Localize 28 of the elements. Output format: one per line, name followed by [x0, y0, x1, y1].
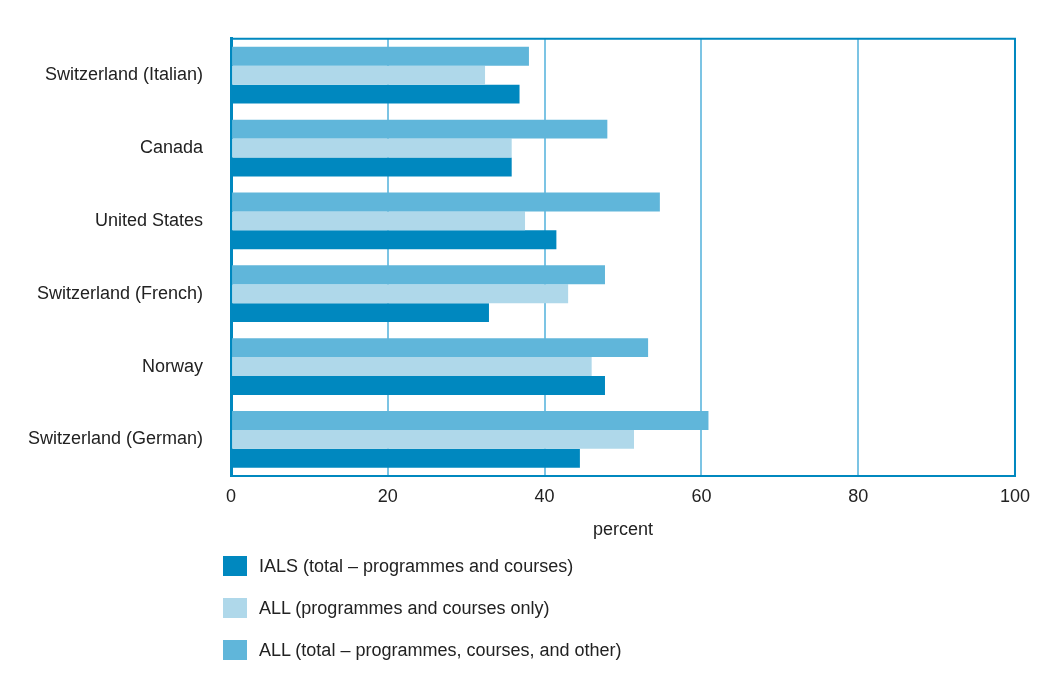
- bar: [232, 357, 592, 377]
- y-tick-label: Switzerland (German): [27, 428, 204, 449]
- legend-label: IALS (total – programmes and courses): [259, 555, 574, 577]
- y-tick-label: Switzerland (Italian): [44, 64, 204, 85]
- bar: [232, 429, 634, 449]
- x-tick-label: 20: [377, 485, 398, 506]
- x-axis-title: percent: [592, 519, 654, 540]
- bar: [232, 65, 486, 85]
- y-tick-label: Switzerland (French): [36, 282, 204, 303]
- y-tick-label: United States: [94, 209, 204, 230]
- legend-label: ALL (programmes and courses only): [259, 597, 550, 619]
- bar: [232, 338, 649, 358]
- bar: [232, 211, 526, 231]
- x-tick-label: 60: [691, 485, 712, 506]
- bar: [232, 46, 529, 66]
- x-tick-label: 0: [226, 485, 237, 506]
- bar: [232, 138, 512, 158]
- bar: [232, 410, 709, 430]
- x-tick-label: 100: [999, 485, 1031, 506]
- bar: [232, 284, 569, 304]
- bar: [232, 265, 605, 285]
- y-tick-label: Canada: [139, 137, 205, 158]
- y-tick-label: Norway: [142, 355, 204, 376]
- legend-label: ALL (total – programmes, courses, and other): [259, 639, 622, 661]
- x-tick-label: 40: [534, 485, 555, 506]
- bar: [232, 192, 660, 212]
- x-tick-label: 80: [848, 485, 869, 506]
- bar: [232, 119, 608, 139]
